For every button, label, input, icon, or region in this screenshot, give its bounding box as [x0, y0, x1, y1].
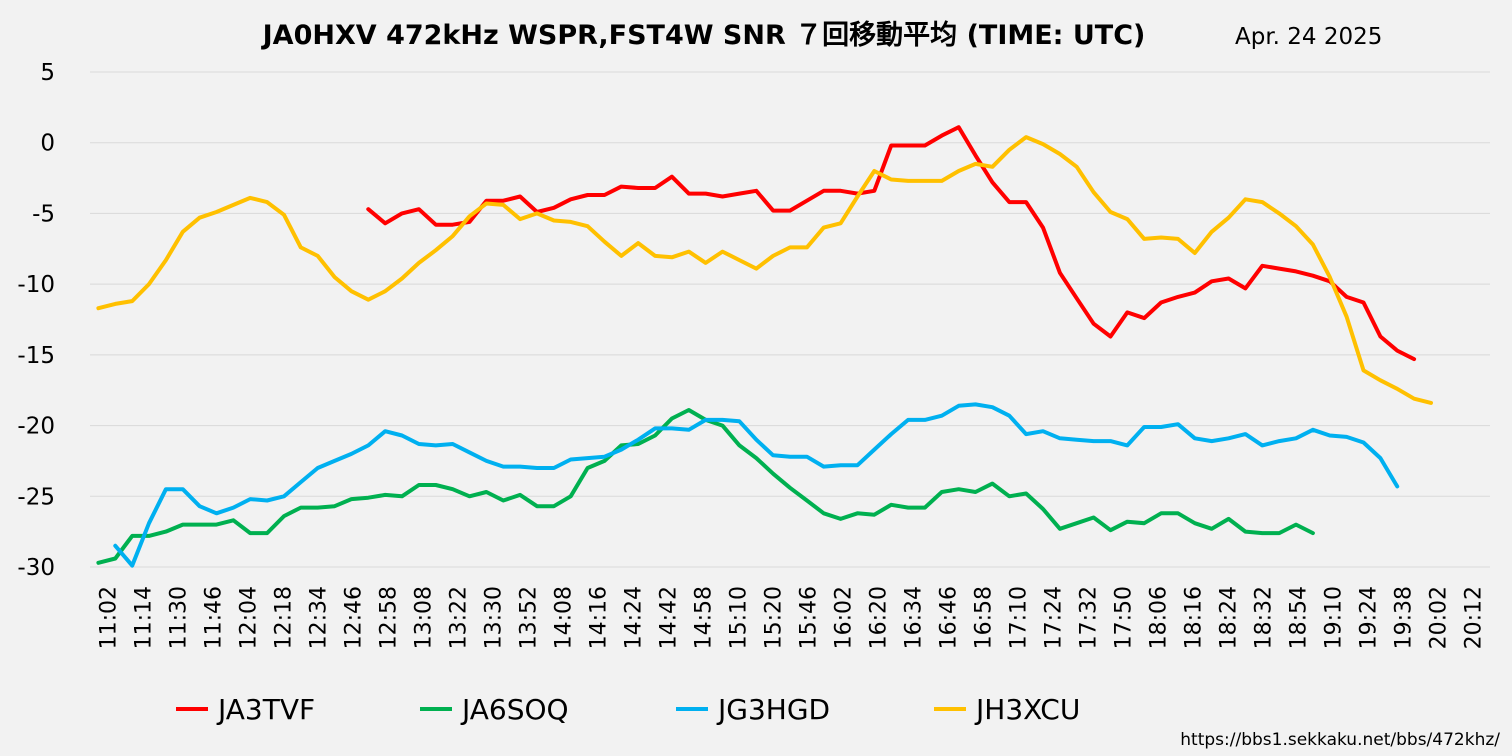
y-tick-label: -10: [17, 272, 55, 298]
x-axis-ticks: 11:02 11:14 11:30 11:46 12:04 12:18 12:34 12:46…: [97, 586, 1487, 649]
x-tick-label: 12:04: [237, 586, 262, 649]
x-tick-label: 18:54: [1287, 586, 1312, 649]
x-tick-label: 14:42: [657, 586, 682, 649]
source-url: https://bbs1.sekkaku.net/bbs/472khz/: [1180, 730, 1500, 750]
y-tick-label: -5: [32, 201, 55, 227]
y-tick-label: -25: [17, 484, 55, 510]
x-tick-label: 19:10: [1322, 586, 1347, 649]
x-tick-label: 17:24: [1042, 586, 1067, 649]
x-tick-label: 11:46: [202, 586, 227, 649]
x-tick-label: 15:20: [762, 586, 787, 649]
legend-label: JA3TVF: [216, 693, 315, 726]
x-tick-label: 12:34: [307, 586, 332, 649]
y-tick-label: -30: [17, 555, 55, 581]
x-tick-label: 14:16: [587, 586, 612, 649]
x-tick-label: 16:20: [867, 586, 892, 649]
x-tick-label: 11:30: [167, 586, 192, 649]
y-tick-label: 5: [40, 60, 55, 86]
x-tick-label: 16:46: [937, 586, 962, 649]
y-tick-label: -20: [17, 414, 55, 440]
series-line-jh3xcu: [96, 135, 1433, 405]
legend: JA3TVF JA6SOQ JG3HGD JH3XCU: [176, 693, 1080, 726]
chart-title: JA0HXV 472kHz WSPR,FST4W SNR ７回移動平均 (TIM…: [261, 20, 1146, 51]
x-tick-label: 11:02: [97, 586, 122, 649]
x-tick-label: 18:06: [1147, 586, 1172, 649]
series-line-ja3tvf: [366, 125, 1417, 362]
x-tick-label: 12:46: [342, 586, 367, 649]
x-tick-label: 20:12: [1462, 586, 1487, 649]
x-tick-label: 18:16: [1182, 586, 1207, 649]
x-tick-label: 17:10: [1007, 586, 1032, 649]
x-tick-label: 16:34: [902, 586, 927, 649]
gridlines: [90, 71, 1490, 568]
x-tick-label: 12:58: [377, 586, 402, 649]
series-lines: [96, 125, 1433, 568]
x-tick-label: 14:24: [622, 586, 647, 649]
x-tick-label: 19:38: [1392, 586, 1417, 649]
x-tick-label: 15:46: [797, 586, 822, 649]
x-tick-label: 13:30: [482, 586, 507, 649]
x-tick-label: 14:58: [692, 586, 717, 649]
y-axis-ticks: 5 0 -5 -10 -15 -20 -25 -30: [17, 60, 55, 581]
x-tick-label: 17:50: [1112, 586, 1137, 649]
y-tick-label: -15: [17, 343, 55, 369]
x-tick-label: 13:08: [412, 586, 437, 649]
legend-label: JH3XCU: [974, 693, 1080, 726]
x-tick-label: 13:52: [517, 586, 542, 649]
legend-label: JG3HGD: [716, 693, 830, 726]
series-line-jg3hgd: [113, 402, 1400, 568]
x-tick-label: 13:22: [447, 586, 472, 649]
legend-label: JA6SOQ: [460, 693, 569, 726]
x-tick-label: 18:24: [1217, 586, 1242, 649]
x-tick-label: 16:58: [972, 586, 997, 649]
series-line-ja6soq: [96, 408, 1315, 565]
x-tick-label: 12:18: [272, 586, 297, 649]
x-tick-label: 16:02: [832, 586, 857, 649]
y-tick-label: 0: [40, 131, 55, 157]
x-tick-label: 15:10: [727, 586, 752, 649]
x-tick-label: 14:08: [552, 586, 577, 649]
chart-date: Apr. 24 2025: [1235, 24, 1382, 50]
x-tick-label: 11:14: [132, 586, 157, 649]
x-tick-label: 17:32: [1077, 586, 1102, 649]
x-tick-label: 19:24: [1357, 586, 1382, 649]
x-tick-label: 20:02: [1427, 586, 1452, 649]
x-tick-label: 18:32: [1252, 586, 1277, 649]
